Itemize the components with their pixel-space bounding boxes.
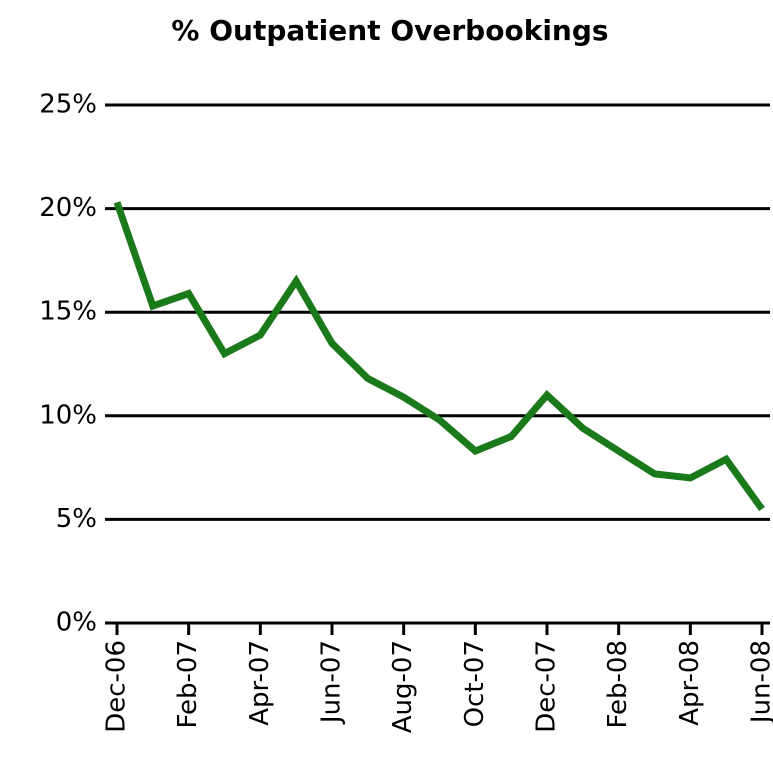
x-tick-label: Apr-07 — [245, 640, 275, 726]
x-tick-label: Aug-07 — [388, 640, 418, 733]
x-tick-label: Oct-07 — [460, 640, 490, 727]
y-tick-label: 20% — [39, 193, 97, 223]
y-tick-label: 10% — [39, 400, 97, 430]
x-tick-label: Feb-07 — [173, 640, 203, 729]
chart-title: % Outpatient Overbookings — [171, 14, 608, 47]
x-tick-label: Apr-08 — [675, 640, 705, 726]
data-line — [113, 201, 765, 512]
x-tick-label: Jun-08 — [747, 640, 773, 725]
y-tick-label: 5% — [56, 504, 97, 534]
y-tick-label: 25% — [39, 90, 97, 120]
y-tick-label: 15% — [39, 297, 97, 327]
y-tick-label: 0% — [56, 608, 97, 638]
x-tick-label: Dec-07 — [532, 640, 562, 733]
x-tick-label: Dec-06 — [102, 640, 132, 733]
x-tick-label: Feb-08 — [603, 640, 633, 729]
x-tick-label: Jun-07 — [317, 640, 347, 725]
